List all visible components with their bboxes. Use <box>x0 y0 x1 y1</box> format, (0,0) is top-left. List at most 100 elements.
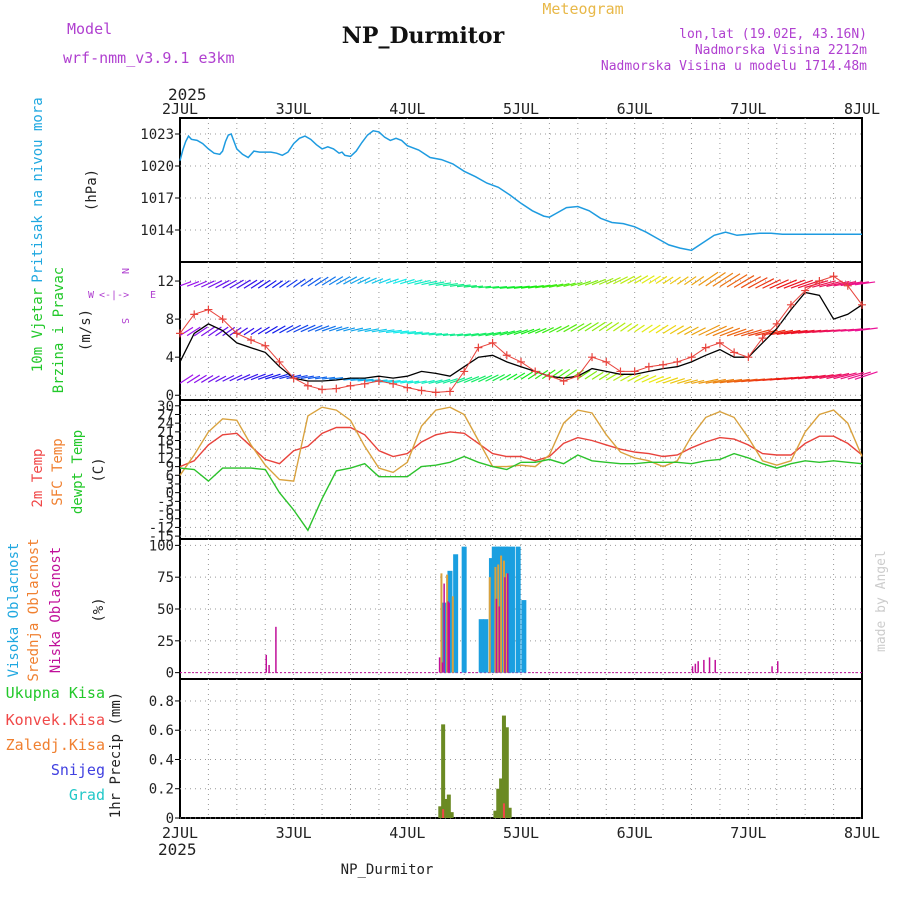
wind-gust-point <box>389 379 398 388</box>
wind-arrow <box>421 332 436 336</box>
wind-gust-point <box>744 353 753 362</box>
y-tick-label: 1014 <box>140 223 174 239</box>
high-cloud-bar <box>491 546 497 673</box>
wind-arrow <box>584 370 598 380</box>
low-cloud-bar <box>265 654 267 673</box>
temp-title-dew: dewpt Temp <box>70 430 86 514</box>
y-tick-label: 0.2 <box>149 782 174 798</box>
wind-gust-point <box>474 343 483 352</box>
low-cloud-bar <box>777 661 779 673</box>
low-cloud-bar <box>771 666 773 673</box>
wind-arrow <box>201 280 215 288</box>
total-rain-bar <box>441 724 446 818</box>
high-cloud-bar <box>453 554 459 673</box>
wind-arrow <box>186 280 200 287</box>
wind-arrow <box>534 369 549 380</box>
wind-arrow <box>307 277 322 287</box>
wind-arrow <box>456 333 471 337</box>
wind-arrow <box>726 378 750 384</box>
wind-arrow <box>520 371 533 380</box>
wind-arrow <box>620 323 633 332</box>
total-rain-bar <box>501 715 506 818</box>
wind-arrow <box>762 279 781 289</box>
mid-cloud-bar <box>500 555 503 673</box>
wind-arrow <box>314 376 328 380</box>
sfc-temp-line <box>179 406 863 482</box>
high-cloud-bar <box>488 558 494 673</box>
wind-gust-point <box>190 310 199 319</box>
wind-arrow <box>257 326 270 335</box>
wind-arrow <box>648 324 661 334</box>
y-tick-label: 1023 <box>140 127 174 143</box>
station-title: NP_Durmitor <box>342 23 505 49</box>
wind-arrow <box>783 279 806 289</box>
wind-arrow <box>201 375 214 383</box>
model-label: Model <box>67 20 112 38</box>
wind-arrow <box>541 369 556 380</box>
wind-arrow <box>506 329 522 336</box>
wind-arrow <box>250 279 264 289</box>
footer-station: NP_Durmitor <box>341 862 434 878</box>
wind-arrow <box>321 276 336 286</box>
wind-arrow <box>364 379 381 382</box>
wind-arrow <box>208 280 223 288</box>
wind-arrow <box>393 380 407 384</box>
wind-arrow <box>428 332 442 336</box>
x-tick-bottom: 5JUL <box>503 824 539 842</box>
wind-arrow <box>748 277 768 289</box>
wind-arrow <box>407 380 420 384</box>
wind-arrow <box>556 283 570 288</box>
low-cloud-bar <box>504 577 506 673</box>
mid-cloud-bar <box>505 573 508 673</box>
total-rain-bar <box>496 788 501 818</box>
wind-arrow <box>257 373 274 380</box>
wind-arrow <box>492 373 505 382</box>
wind-arrow <box>605 373 618 381</box>
x-tick-top: 2JUL <box>162 100 198 118</box>
wind-arrow <box>698 324 721 336</box>
wind-arrow <box>193 374 207 384</box>
wind-arrow <box>393 330 410 334</box>
wind-arrow <box>698 271 719 286</box>
total-rain-bar <box>507 807 512 818</box>
wind-arrow <box>797 279 821 289</box>
wind-arrow <box>577 370 591 380</box>
wind-arrow <box>350 378 367 382</box>
wind-arrow <box>840 281 863 287</box>
wind-arrow <box>662 324 677 334</box>
wind-arrow <box>272 280 283 289</box>
y-tick-label: 100 <box>149 538 174 554</box>
wind-gust-point <box>403 383 412 392</box>
wind-arrow <box>755 278 775 289</box>
wind-arrow <box>542 284 558 289</box>
high-cloud-bar <box>509 546 515 673</box>
wind-arrow <box>641 275 655 284</box>
wind-arrow <box>605 322 620 332</box>
low-cloud-bar <box>447 601 449 673</box>
wind-arrow <box>691 327 706 336</box>
wind-arrow <box>478 332 494 337</box>
y-tick-label: 0 <box>166 486 174 502</box>
wind-arrow <box>676 325 692 335</box>
x-tick-top: 6JUL <box>617 100 653 118</box>
wind-arrow <box>655 376 672 384</box>
meteogram-label: Meteogram <box>542 0 623 18</box>
wind-arrow <box>442 333 455 337</box>
wind-arrow <box>286 324 301 333</box>
wind-arrow <box>620 275 635 285</box>
low-cloud-bar <box>507 573 509 673</box>
wind-arrow <box>357 378 374 382</box>
wind-arrow <box>215 375 227 383</box>
x-tick-top: 7JUL <box>730 100 766 118</box>
wind-arrow <box>208 375 220 383</box>
wind-arrow <box>449 333 464 337</box>
wind-gust-point <box>247 336 256 345</box>
wind-arrow <box>584 322 599 332</box>
wind-gust-point <box>772 319 781 328</box>
pressure-line <box>179 130 862 252</box>
wind-arrow <box>613 276 628 285</box>
wind-gust-point <box>303 381 312 390</box>
wind-arrow <box>670 378 685 384</box>
wind-arrow <box>676 276 689 285</box>
wind-arrow <box>492 330 509 336</box>
